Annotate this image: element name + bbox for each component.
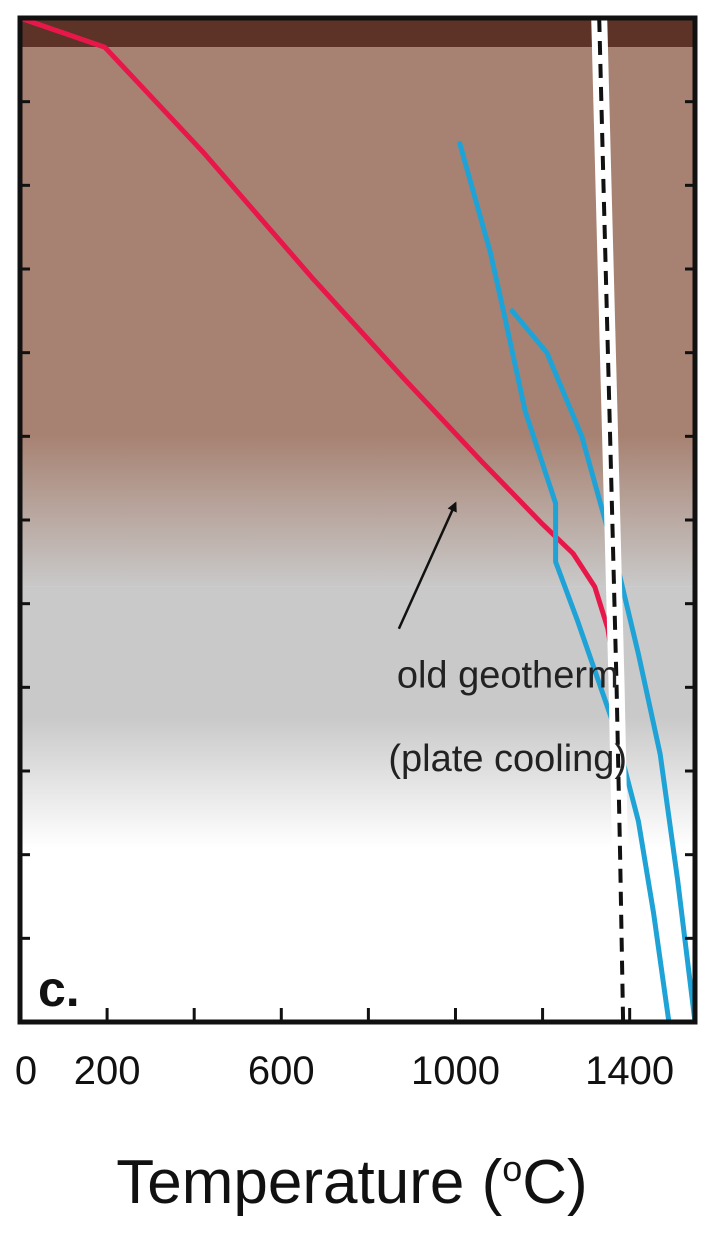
annotation-text-1: old geotherm [397,654,619,696]
panel-label: c. [38,961,80,1017]
x-tick-label: 600 [248,1049,315,1093]
x-tick-label: 1000 [411,1049,500,1093]
series-blue-1 [457,141,672,1025]
x-axis-title-text: Temperature [116,1148,464,1217]
annotations: old geotherm (plate cooling) [388,501,627,780]
band-upper-layer [20,18,695,48]
band-lithosphere [20,47,695,587]
x-tick-label: 200 [74,1049,141,1093]
series-layer [17,15,698,1025]
series-adiabat [597,17,626,1023]
band-asthenosphere [20,586,695,1022]
x-axis-unit: C [522,1148,567,1217]
x-tick-label: 0 [15,1049,37,1093]
series-old-geotherm [17,15,617,674]
tick-labels: 0 200 600 1000 1400 [15,1049,674,1093]
x-tick-label: 1400 [585,1049,674,1093]
depth-bands [20,18,695,1022]
x-axis-unit-superscript: o [502,1148,522,1189]
x-axis-title: Temperature (oC) [116,1148,587,1217]
annotation-text-2: (plate cooling) [388,738,627,780]
ticks [18,100,695,1022]
series-blue-2 [509,308,698,1025]
annotation-arrow [397,501,457,630]
